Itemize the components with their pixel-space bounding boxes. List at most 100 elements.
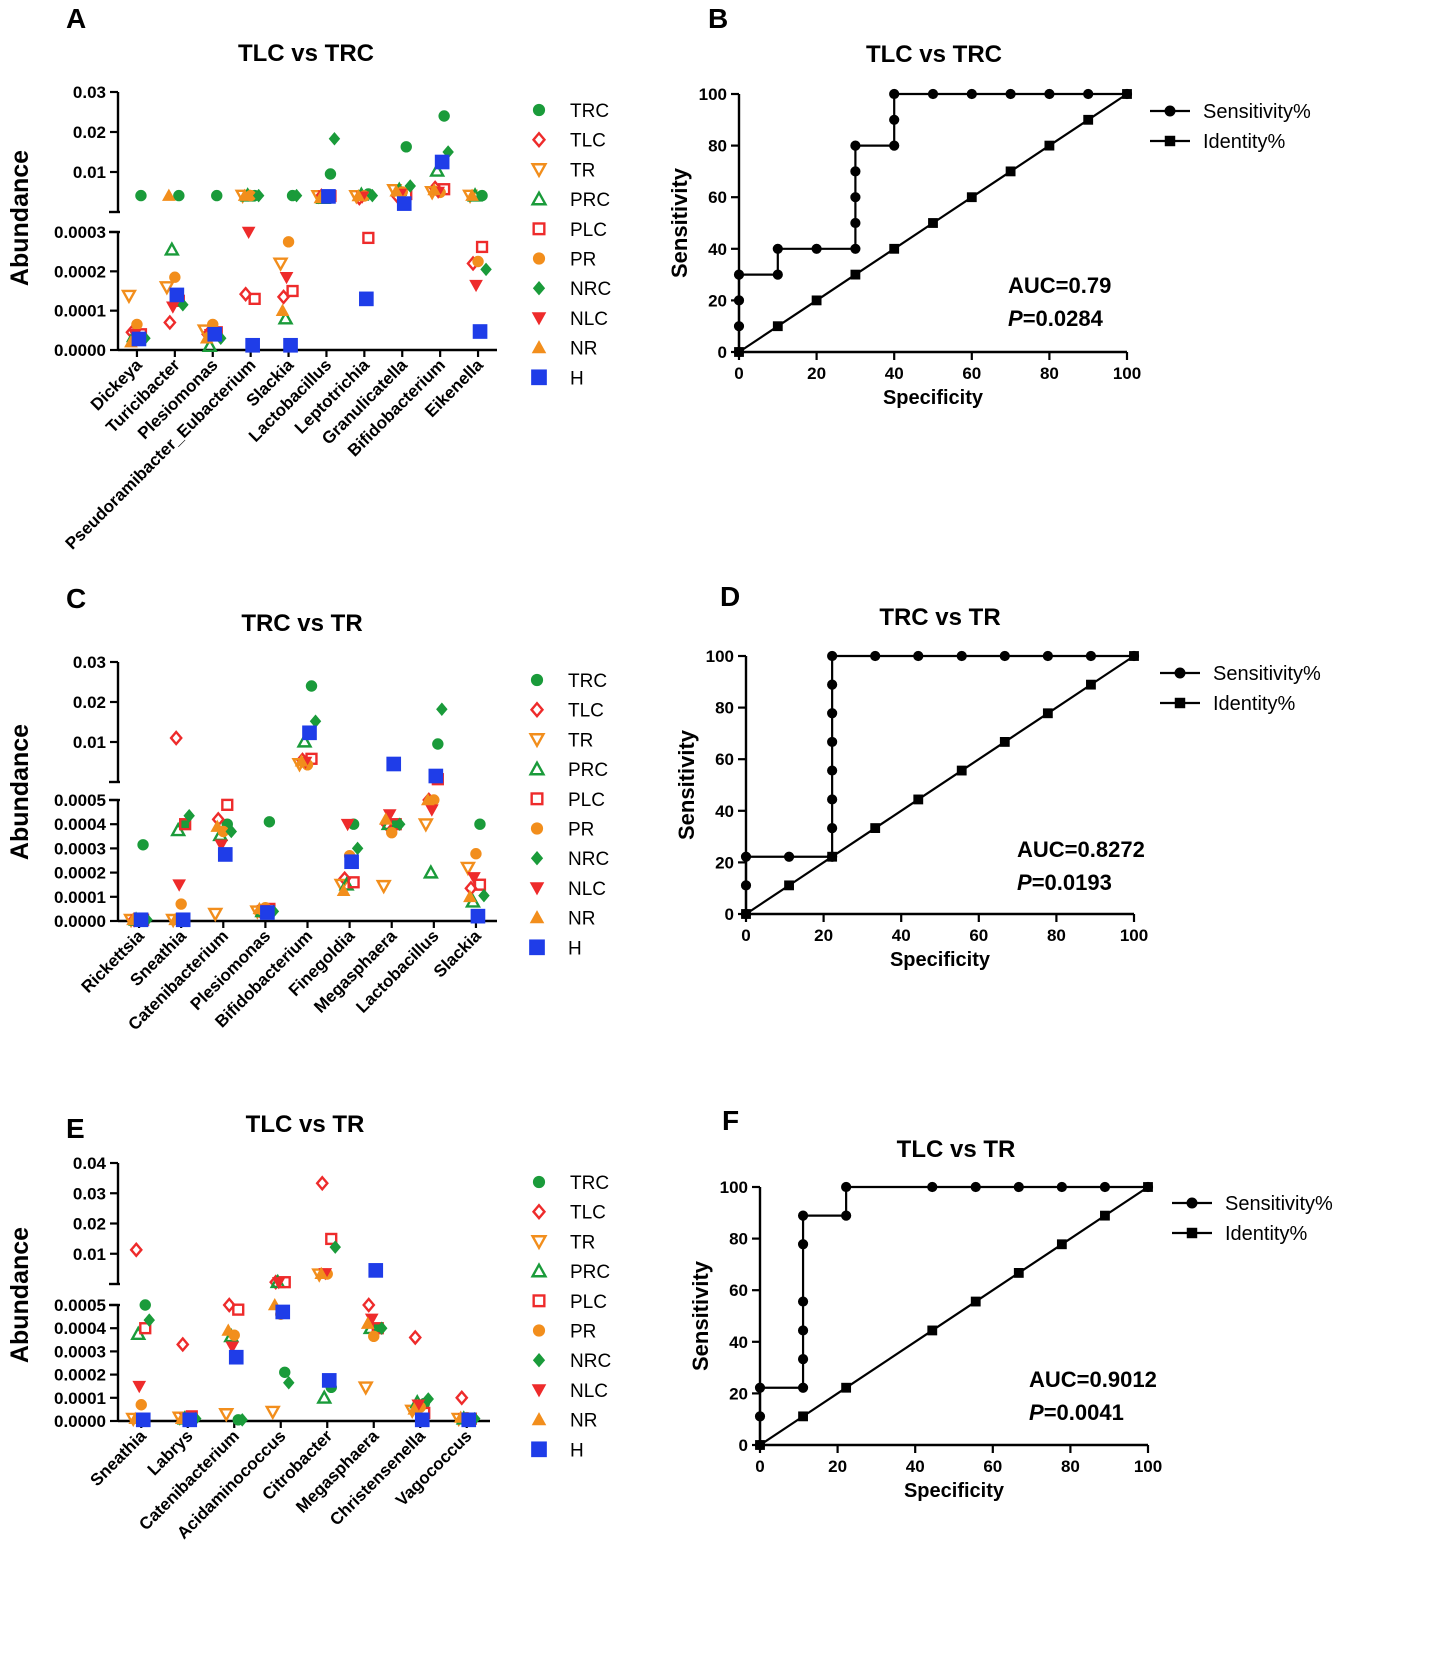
data-point-nr xyxy=(389,184,404,197)
data-point-trc xyxy=(324,168,337,180)
identity-point xyxy=(927,1325,938,1336)
data-point-nlc xyxy=(469,279,483,293)
data-point-pr xyxy=(169,271,181,283)
roc-point xyxy=(772,243,783,254)
legend-label: H xyxy=(570,1440,584,1461)
panel-letter: F xyxy=(722,1105,739,1136)
x-tick-label: 0 xyxy=(734,364,743,383)
data-point-trc xyxy=(211,189,223,202)
roc-point xyxy=(797,1325,809,1336)
data-point-nrc xyxy=(225,824,238,839)
data-point-pr xyxy=(135,1399,147,1411)
identity-point xyxy=(1100,1210,1110,1221)
roc-point xyxy=(966,88,977,100)
legend-marker-h xyxy=(529,939,545,956)
scatter-chart-A: A TLC vs TRC 0.0000 0.0001 0.0002 0.0003 0.01 0… xyxy=(6,3,611,553)
chart-title: TLC vs TR xyxy=(897,1136,1016,1163)
roc-point xyxy=(733,321,745,332)
identity-point xyxy=(889,243,900,254)
data-point-nlc xyxy=(467,872,481,885)
data-point-trc xyxy=(305,680,318,692)
data-point-nr xyxy=(237,188,252,201)
chart-title: TLC vs TRC xyxy=(238,40,374,67)
p-value: =0.0284 xyxy=(1023,306,1104,331)
x-tick-label: 60 xyxy=(983,1457,1002,1476)
p-value-label: P=0.0041 xyxy=(1029,1400,1124,1425)
data-point-nrc xyxy=(328,132,341,146)
legend: TRC TLC TR PRC PLC PR NRC NLC NR H xyxy=(530,1173,611,1461)
y-tick-label: 0.0000 xyxy=(54,1412,106,1431)
legend-marker-h xyxy=(531,1441,547,1458)
auc-label: AUC=0.79 xyxy=(1008,273,1111,298)
data-point-tr xyxy=(120,289,137,305)
legend-marker-nlc xyxy=(531,1384,547,1398)
data-point-pr xyxy=(472,255,484,268)
data-point-nrc xyxy=(436,702,448,716)
data-point-plc xyxy=(221,798,234,811)
legend-label: Sensitivity% xyxy=(1203,101,1311,123)
data-point-nr xyxy=(463,889,477,903)
data-point-h xyxy=(275,1304,291,1320)
roc-point xyxy=(850,192,861,203)
data-point-nrc xyxy=(422,1392,434,1406)
legend-marker-sensitivity xyxy=(1186,1197,1198,1209)
legend-marker-prc xyxy=(530,190,548,206)
data-point-nr xyxy=(162,188,176,201)
data-point-h xyxy=(321,1373,337,1388)
data-point-nrc xyxy=(404,179,416,193)
data-point-nrc xyxy=(329,1240,341,1254)
x-tick-label: 80 xyxy=(1047,926,1066,945)
y-tick-label: 80 xyxy=(708,137,727,156)
legend-label: TR xyxy=(570,1232,595,1253)
data-point-nr xyxy=(275,303,290,316)
legend: Sensitivity% Identity% xyxy=(1172,1193,1333,1245)
legend-marker-nr xyxy=(531,340,547,354)
legend-marker-nrc xyxy=(532,1352,546,1368)
roc-point xyxy=(1083,88,1094,100)
y-tick-label: 0.0002 xyxy=(54,1366,106,1385)
y-tick-label: 0.0003 xyxy=(54,1342,106,1361)
data-point-nrc xyxy=(143,1313,155,1327)
p-value-label: P=0.0284 xyxy=(1008,306,1104,331)
identity-point xyxy=(772,321,783,332)
axes xyxy=(109,1163,490,1423)
roc-point xyxy=(999,650,1010,662)
identity-point xyxy=(1013,1268,1024,1278)
data-point-plc xyxy=(475,240,489,254)
legend: TRC TLC TR PRC PLC PR NRC NLC NR H xyxy=(528,671,609,959)
legend-marker-tlc xyxy=(529,701,545,718)
axes xyxy=(109,92,497,352)
data-point-prc xyxy=(316,1389,333,1404)
data-point-tr xyxy=(272,257,289,272)
legend-label: NR xyxy=(568,909,595,930)
y-axis-label: Abundance xyxy=(6,724,34,860)
legend-marker-nr xyxy=(531,1412,547,1426)
roc-point xyxy=(850,217,861,229)
y-tick-label: 0.0004 xyxy=(54,1319,107,1338)
axes xyxy=(109,662,497,923)
data-point-h xyxy=(182,1412,198,1428)
y-tick-label: 0.02 xyxy=(73,693,106,712)
roc-point xyxy=(772,269,783,280)
data-point-h xyxy=(260,905,275,920)
data-point-nlc xyxy=(279,271,294,285)
data-point-h xyxy=(359,291,374,307)
roc-point xyxy=(889,114,900,125)
legend-label: Identity% xyxy=(1225,1223,1307,1245)
roc-point xyxy=(827,822,838,834)
legend-label: PRC xyxy=(570,1262,610,1283)
data-point-h xyxy=(368,1263,384,1278)
y-tick-label: 0.0001 xyxy=(54,302,106,321)
roc-point xyxy=(827,794,838,805)
identity-point xyxy=(841,1382,852,1393)
y-tick-label: 80 xyxy=(715,699,734,718)
data-point-pr xyxy=(131,318,143,331)
data-point-prc xyxy=(277,310,294,325)
panel-letter: D xyxy=(720,581,740,612)
data-point-nrc xyxy=(351,841,364,856)
roc-point xyxy=(827,851,838,862)
data-point-nr xyxy=(427,182,441,196)
data-point-trc xyxy=(279,1366,291,1378)
auc-label: AUC=0.8272 xyxy=(1017,837,1145,862)
data-point-tr xyxy=(218,1408,235,1423)
